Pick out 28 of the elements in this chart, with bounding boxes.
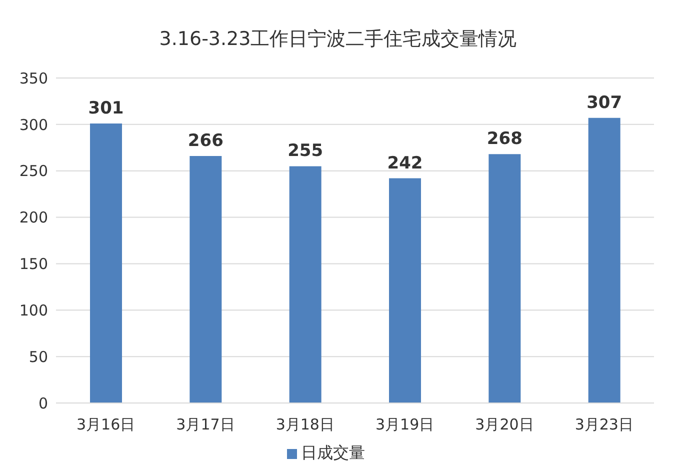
y-tick-label: 250 bbox=[19, 162, 48, 180]
data-label: 242 bbox=[387, 153, 423, 174]
y-tick-label: 50 bbox=[28, 348, 48, 366]
y-tick-label: 0 bbox=[38, 394, 48, 412]
bar bbox=[289, 166, 322, 403]
bar bbox=[488, 154, 521, 403]
data-label: 307 bbox=[586, 92, 622, 113]
x-tick-label: 3月20日 bbox=[475, 416, 534, 434]
x-tick-label: 3月23日 bbox=[574, 416, 634, 434]
bar bbox=[190, 156, 222, 403]
y-tick-label: 150 bbox=[19, 255, 48, 274]
y-tick-label: 200 bbox=[19, 208, 48, 227]
y-tick-label: 300 bbox=[19, 116, 48, 134]
bar bbox=[389, 178, 421, 403]
chart-title: 3.16-3.23工作日宁波二手住宅成交量情况 bbox=[158, 27, 518, 52]
bar bbox=[90, 124, 122, 403]
y-tick-label: 100 bbox=[19, 301, 48, 320]
data-label: 266 bbox=[188, 131, 224, 151]
data-label: 301 bbox=[88, 98, 124, 118]
bar bbox=[588, 118, 620, 403]
x-tick-label: 3月17日 bbox=[176, 416, 235, 434]
data-label: 255 bbox=[288, 141, 324, 162]
legend-label: 日成交量 bbox=[301, 443, 365, 462]
x-tick-label: 3月16日 bbox=[76, 416, 136, 434]
data-label: 268 bbox=[486, 129, 522, 150]
x-tick-label: 3月18日 bbox=[276, 416, 334, 434]
x-tick-label: 3月19日 bbox=[376, 416, 434, 434]
y-tick-label: 350 bbox=[19, 69, 48, 88]
